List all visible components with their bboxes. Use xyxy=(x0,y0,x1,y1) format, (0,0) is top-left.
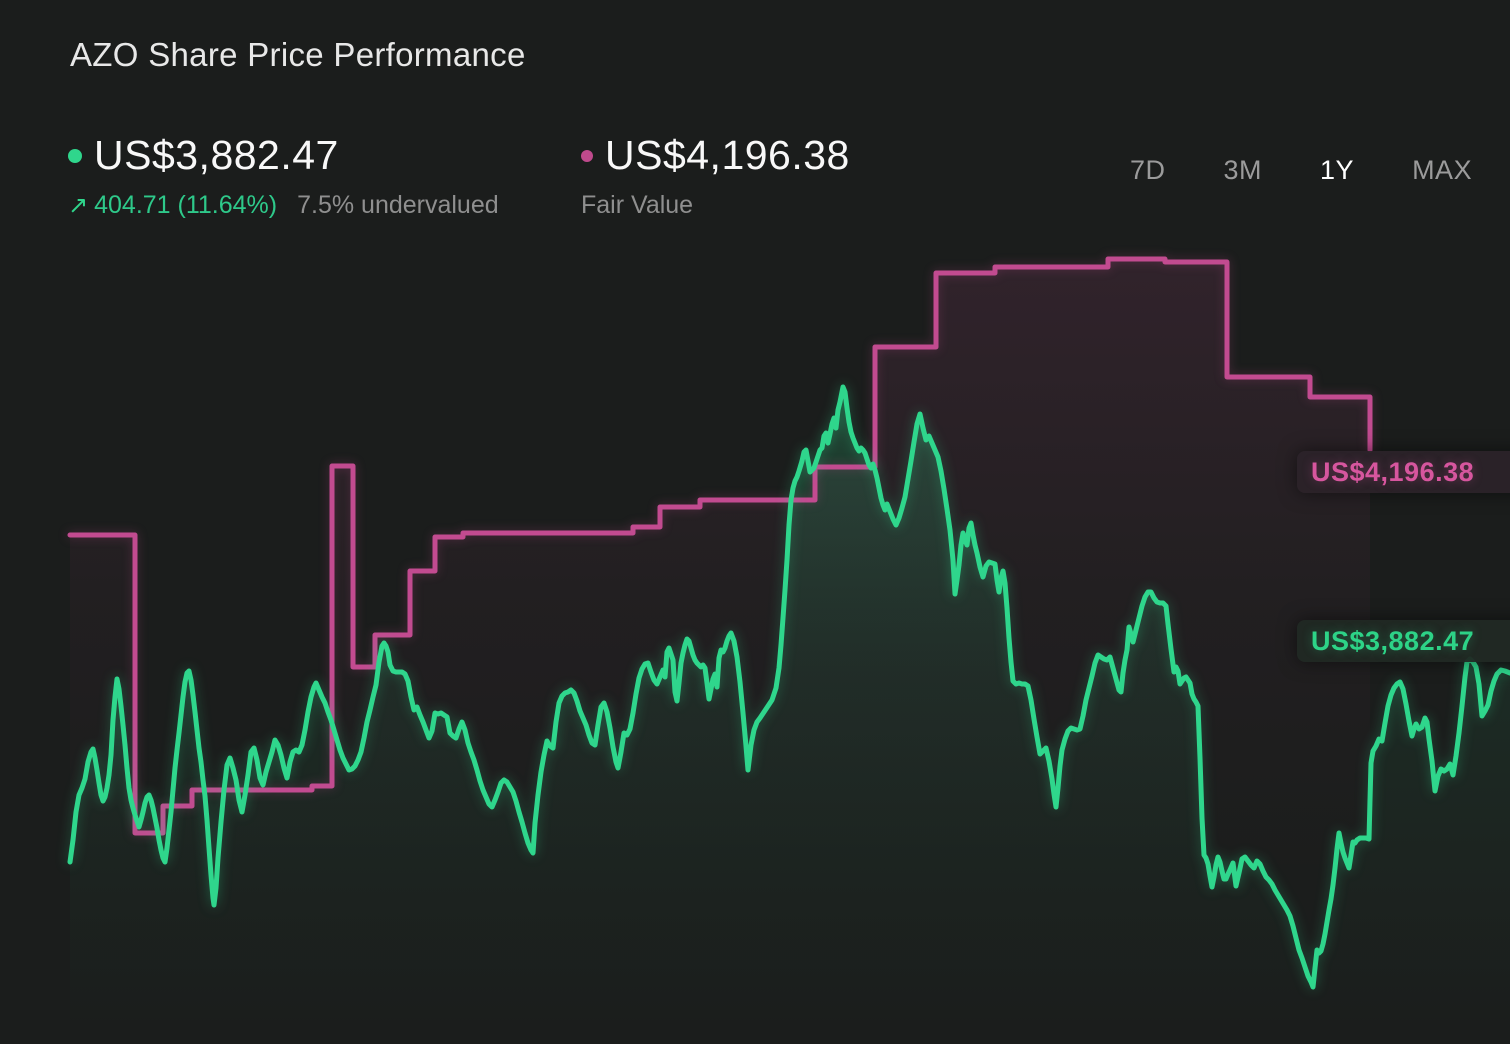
fair-value-dot-icon xyxy=(581,149,593,162)
fair-value-price-label-text: US$4,196.38 xyxy=(1311,457,1475,487)
page-title: AZO Share Price Performance xyxy=(70,36,526,73)
time-range-selector: 7D 3M 1Y MAX xyxy=(1130,155,1472,186)
share-price-legend: US$3,882.47 ↗ 404.71 (11.64%) 7.5% under… xyxy=(68,132,499,220)
range-button-1y[interactable]: 1Y xyxy=(1320,155,1355,185)
trend-up-arrow-icon: ↗ xyxy=(68,192,89,219)
share-price-price-label: US$3,882.47 xyxy=(1297,620,1510,662)
share-price-value: US$3,882.47 xyxy=(94,132,339,178)
range-button-max[interactable]: MAX xyxy=(1412,155,1473,185)
fair-value-caption: Fair Value xyxy=(581,191,694,219)
undervalued-badge: 7.5% undervalued xyxy=(297,191,499,219)
range-button-7d[interactable]: 7D xyxy=(1130,155,1166,185)
fair-value-step-line xyxy=(67,256,1373,836)
range-button-3m[interactable]: 3M xyxy=(1223,155,1263,185)
fair-value-price-label: US$4,196.38 xyxy=(1297,451,1510,493)
share-price-line xyxy=(67,384,1510,990)
fair-value-value: US$4,196.38 xyxy=(605,132,850,178)
share-price-price-label-text: US$3,882.47 xyxy=(1311,626,1475,656)
share-price-change: 404.71 (11.64%) xyxy=(94,191,278,219)
fair-value-legend: US$4,196.38 Fair Value xyxy=(581,132,850,220)
share-price-area-fill xyxy=(70,387,1510,1044)
share-price-dot-icon xyxy=(68,148,82,163)
